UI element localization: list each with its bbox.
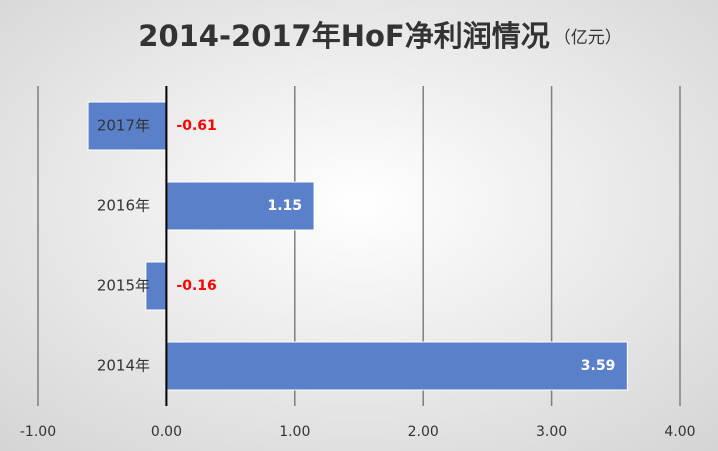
chart-title: 2014-2017年HoF净利润情况	[138, 19, 549, 53]
data-label: 1.15	[268, 198, 303, 214]
bar	[165, 341, 628, 391]
x-tick-label: 3.00	[536, 424, 567, 440]
x-tick-label: -1.00	[20, 424, 56, 440]
plot-area: -1.00 0.00 1.00 2.00 3.00 4.00 3.59 2014年 -0.16 2…	[20, 86, 696, 440]
bar	[165, 181, 315, 231]
y-tick-label: 2014年	[97, 357, 150, 375]
data-label: -0.61	[176, 118, 216, 134]
y-tick-label: 2016年	[97, 197, 150, 215]
x-tick-label: 1.00	[279, 424, 310, 440]
x-tick-label: 2.00	[408, 424, 439, 440]
x-tick-label: 0.00	[151, 424, 182, 440]
chart-title-group: 2014-2017年HoF净利润情况 （亿元）	[138, 19, 621, 53]
y-tick-label: 2017年	[97, 117, 150, 135]
y-tick-label: 2015年	[97, 277, 150, 295]
chart-unit: （亿元）	[554, 28, 622, 48]
data-label: -0.16	[176, 278, 216, 294]
bar	[87, 101, 167, 151]
x-tick-label: 4.00	[664, 424, 695, 440]
data-label: 3.59	[581, 358, 616, 374]
